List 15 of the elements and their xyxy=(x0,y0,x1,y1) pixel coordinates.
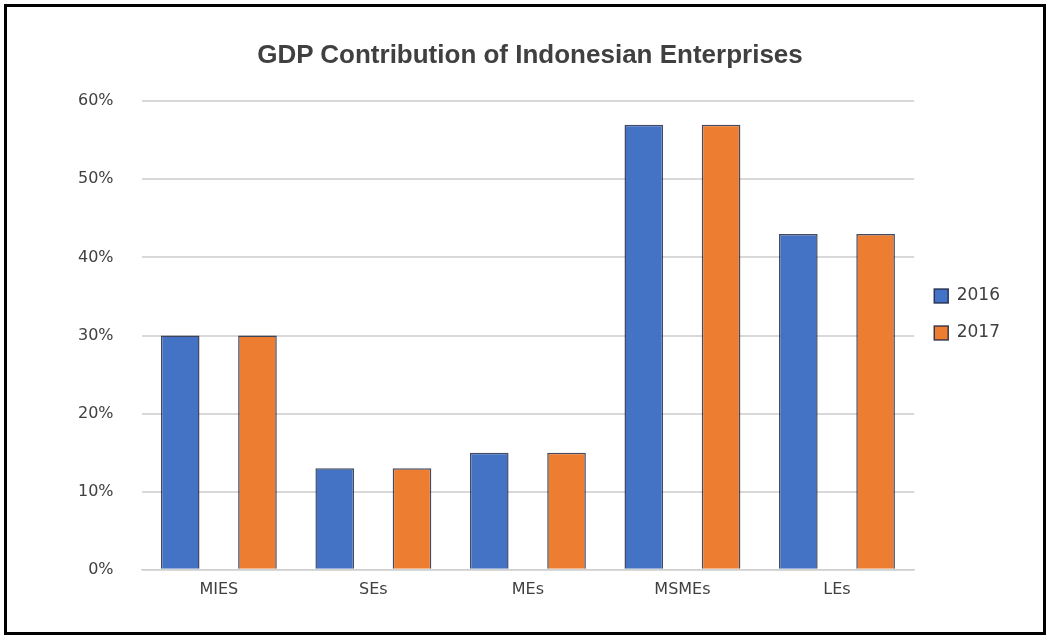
chart-title: GDP Contribution of Indonesian Enterprises xyxy=(257,38,803,69)
y-tick-label: 30% xyxy=(78,324,114,344)
y-tick-label: 20% xyxy=(78,402,114,422)
y-tick-label: 0% xyxy=(88,558,114,578)
legend-label: 2016 xyxy=(956,284,1000,305)
x-tick-label: SEs xyxy=(359,578,388,598)
x-tick-label: MIES xyxy=(199,578,239,598)
y-tick-label: 40% xyxy=(78,246,114,266)
y-tick-label: 60% xyxy=(78,90,114,110)
x-tick-label: LEs xyxy=(823,578,851,598)
legend-label: 2017 xyxy=(956,321,1000,342)
y-tick-label: 50% xyxy=(78,168,114,188)
y-tick-label: 10% xyxy=(78,480,114,500)
x-tick-label: MEs xyxy=(511,578,545,598)
x-tick-label: MSMEs xyxy=(654,578,711,598)
